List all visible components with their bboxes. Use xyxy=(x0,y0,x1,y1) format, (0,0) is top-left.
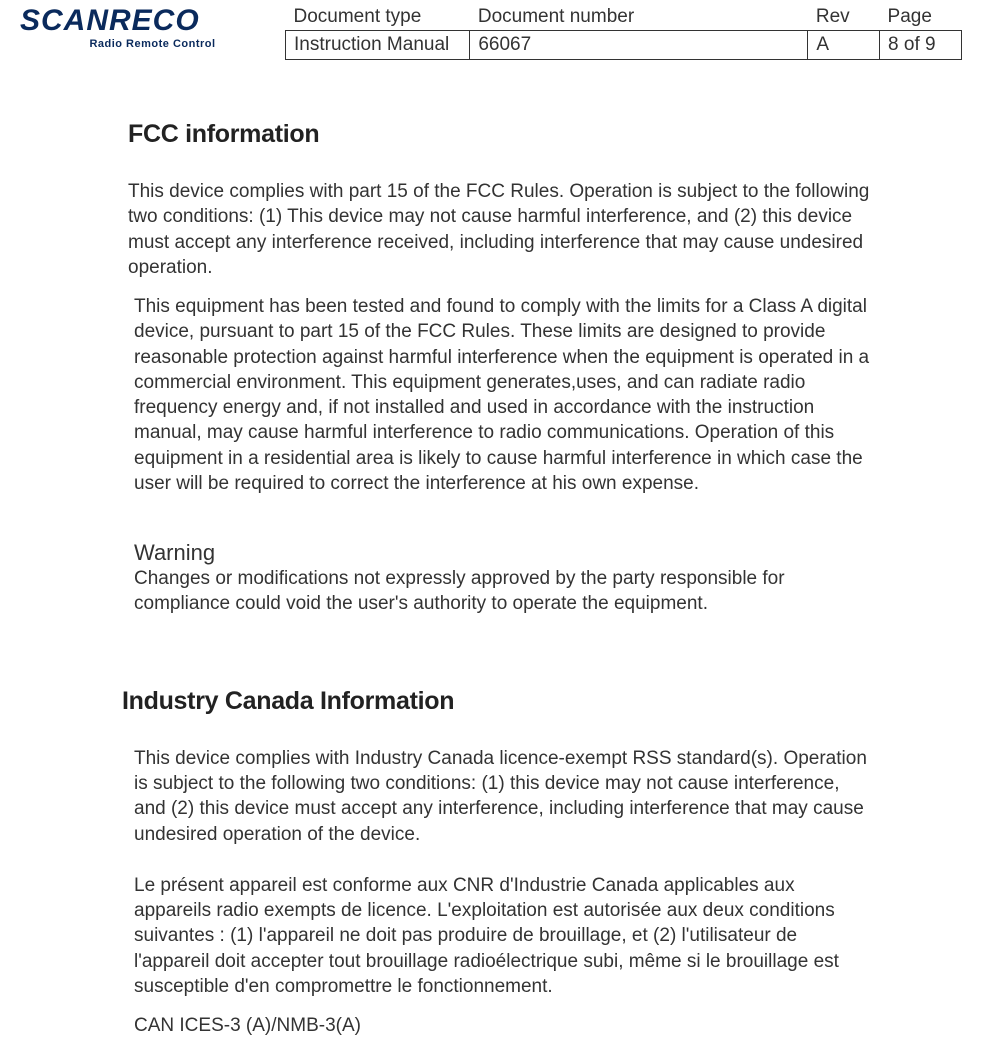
fcc-heading: FCC information xyxy=(128,120,872,149)
logo: SCANRECO Radio Remote Control xyxy=(20,4,285,50)
logo-sub-text: Radio Remote Control xyxy=(20,38,285,50)
page-content: FCC information This device complies wit… xyxy=(0,60,982,1038)
header-value-rev: A xyxy=(808,31,880,60)
warning-heading: Warning xyxy=(128,540,872,566)
document-header: SCANRECO Radio Remote Control Document t… xyxy=(0,0,982,60)
header-label-number: Document number xyxy=(470,4,808,31)
ic-heading: Industry Canada Information xyxy=(122,687,872,716)
header-value-type: Instruction Manual xyxy=(286,31,470,60)
header-label-page: Page xyxy=(880,4,962,31)
header-label-rev: Rev xyxy=(808,4,880,31)
document-info-table: Document type Document number Rev Page I… xyxy=(285,4,962,60)
header-value-page: 8 of 9 xyxy=(880,31,962,60)
ic-paragraph-1: This device complies with Industry Canad… xyxy=(128,746,872,847)
header-value-number: 66067 xyxy=(470,31,808,60)
fcc-paragraph-2: This equipment has been tested and found… xyxy=(128,294,872,496)
fcc-paragraph-1: This device complies with part 15 of the… xyxy=(128,179,872,280)
ic-paragraph-2: Le présent appareil est conforme aux CNR… xyxy=(128,873,872,999)
warning-text: Changes or modifications not expressly a… xyxy=(128,566,872,617)
ic-paragraph-3: CAN ICES-3 (A)/NMB-3(A) xyxy=(128,1013,872,1038)
header-label-type: Document type xyxy=(286,4,470,31)
logo-main-text: SCANRECO xyxy=(20,6,285,36)
